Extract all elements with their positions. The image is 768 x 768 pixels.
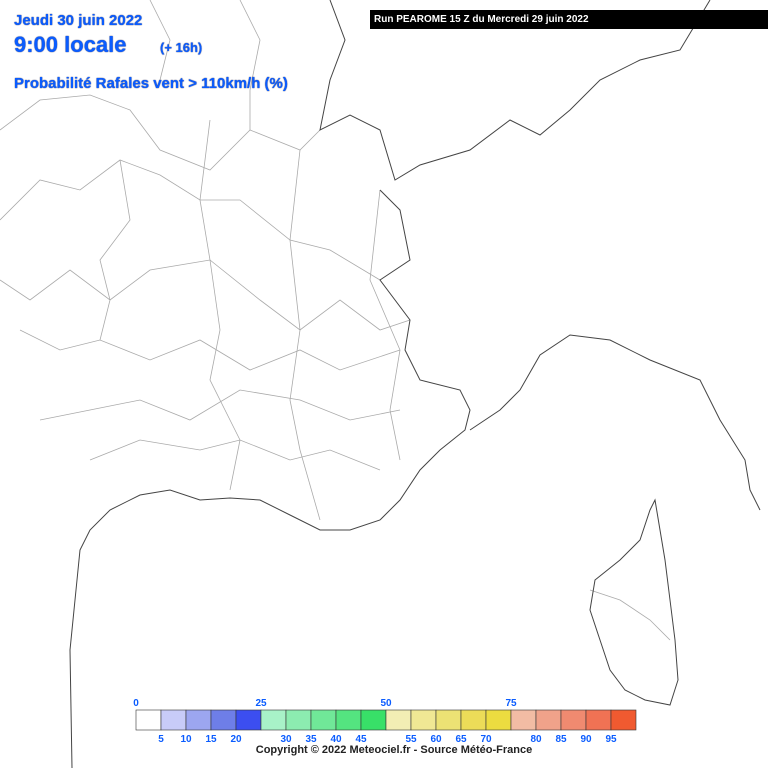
- legend-label: 65: [455, 734, 467, 745]
- time: 9:00 locale: [14, 32, 127, 57]
- legend-label: 55: [405, 734, 417, 745]
- legend-label: 80: [530, 734, 542, 745]
- legend-cell: [310, 709, 337, 731]
- lead-time: (+ 16h): [160, 40, 203, 55]
- legend-cell: [610, 709, 637, 731]
- parameter: Probabilité Rafales vent > 110km/h (%): [14, 75, 288, 92]
- legend-label: 40: [330, 734, 342, 745]
- legend-label: 0: [133, 698, 139, 709]
- legend-label: 30: [280, 734, 292, 745]
- legend-label: 95: [605, 734, 617, 745]
- legend-label: 15: [205, 734, 217, 745]
- legend-cell: [585, 709, 612, 731]
- legend-cell: [210, 709, 237, 731]
- legend-cell: [185, 709, 212, 731]
- legend-cell: [335, 709, 362, 731]
- legend-cell: [135, 709, 162, 731]
- legend-cell: [485, 709, 512, 731]
- legend-label: 20: [230, 734, 242, 745]
- borders: [0, 0, 671, 641]
- legend-cell: [410, 709, 437, 731]
- legend-cell: [510, 709, 537, 731]
- coastline: [69, 0, 761, 768]
- legend-cell: [260, 709, 287, 731]
- legend-cell: [460, 709, 487, 731]
- legend-cell: [385, 709, 412, 731]
- legend-label: 25: [255, 698, 267, 709]
- legend-label: 10: [180, 734, 192, 745]
- legend-label: 45: [355, 734, 367, 745]
- legend-cell: [285, 709, 312, 731]
- legend-label: 35: [305, 734, 317, 745]
- legend-cell: [360, 709, 387, 731]
- legend-cell: [435, 709, 462, 731]
- legend-label: 60: [430, 734, 442, 745]
- run-info: Run PEAROME 15 Z du Mercredi 29 juin 202…: [370, 10, 768, 29]
- legend-cell: [535, 709, 562, 731]
- legend-cell: [235, 709, 262, 731]
- copyright: Copyright © 2022 Meteociel.fr - Source M…: [256, 744, 532, 756]
- legend-cell: [160, 709, 187, 731]
- legend-label: 90: [580, 734, 592, 745]
- legend-label: 70: [480, 734, 492, 745]
- legend-label: 5: [158, 734, 164, 745]
- legend-label: 85: [555, 734, 567, 745]
- date: Jeudi 30 juin 2022: [14, 12, 143, 29]
- legend-label: 75: [505, 698, 517, 709]
- legend-cell: [560, 709, 587, 731]
- legend-label: 50: [380, 698, 392, 709]
